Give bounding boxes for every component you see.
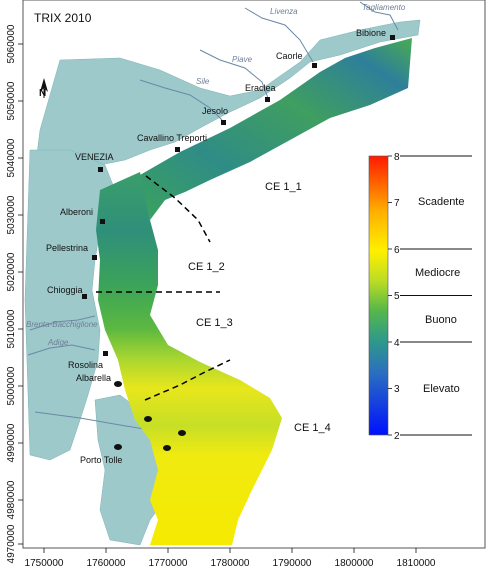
town-label-pellestrina: Pellestrina [46, 243, 88, 253]
river-label-sile: Sile [196, 77, 210, 86]
river-label-tagliamento: Tagliamento [362, 3, 406, 12]
legend-tick-4: 4 [394, 338, 400, 349]
river-brenta [29, 315, 96, 331]
town-label-bibione: Bibione [356, 28, 386, 38]
legend-tick-2: 2 [394, 431, 400, 442]
zone-label-ce1-2: CE 1_2 [188, 261, 225, 273]
town-labels: Bibione Caorle Eraclea Jesolo Cavallino … [46, 28, 386, 465]
marker-eraclea [265, 97, 270, 102]
legend-tick-5: 5 [394, 291, 400, 302]
river-tagliamento [359, 1, 399, 31]
zone-label-ce1-3: CE 1_3 [196, 317, 233, 329]
marker-chioggia [82, 294, 87, 299]
marker-albarella [114, 381, 122, 387]
y-tick-5060000: 5060000 [6, 24, 17, 63]
y-tick-4970000: 4970000 [6, 524, 17, 563]
marker-po-2 [178, 430, 186, 436]
town-label-chioggia: Chioggia [47, 285, 83, 295]
town-label-caorle: Caorle [276, 51, 303, 61]
x-axis: 1750000 1760000 1770000 1780000 1790000 … [25, 548, 436, 569]
x-tick-1750000: 1750000 [25, 558, 64, 569]
marker-caorle [312, 63, 317, 68]
legend-class-mediocre: Mediocre [415, 267, 460, 279]
boundary-3-4 [144, 359, 231, 401]
marker-rosolina [103, 351, 108, 356]
river-livenza [244, 7, 314, 63]
legend-scale-ticks [388, 155, 392, 436]
y-tick-5010000: 5010000 [6, 309, 17, 348]
zone-label-ce1-4: CE 1_4 [294, 422, 331, 434]
legend-color-bar [368, 155, 389, 436]
river-sile [139, 79, 223, 121]
band-upper [140, 38, 412, 220]
marker-bibione [390, 35, 395, 40]
x-tick-1780000: 1780000 [211, 558, 250, 569]
town-label-jesolo: Jesolo [202, 106, 228, 116]
y-tick-5000000: 5000000 [6, 366, 17, 405]
marker-pellestrina [92, 255, 97, 260]
river-adige [27, 344, 96, 356]
legend-scale-labels: 8 7 6 5 4 3 2 [394, 152, 400, 442]
map-title: TRIX 2010 [34, 11, 92, 25]
legend-tick-3: 3 [394, 384, 400, 395]
town-label-porto-tolle: Porto Tolle [80, 455, 122, 465]
land-lagoon-west [24, 149, 116, 461]
marker-venezia [98, 167, 103, 172]
boundary-1-2 [145, 175, 211, 243]
x-tick-1790000: 1790000 [273, 558, 312, 569]
monitoring-band [96, 38, 412, 545]
legend-tick-6: 6 [394, 245, 400, 256]
legend-class-elevato: Elevato [423, 383, 460, 395]
river-piave [199, 49, 269, 99]
y-tick-5040000: 5040000 [6, 138, 17, 177]
river-label-adige: Adige [47, 338, 69, 347]
legend-tick-8: 8 [394, 152, 400, 163]
town-label-rosolina: Rosolina [68, 360, 103, 370]
band-lower [96, 172, 282, 545]
town-label-alberoni: Alberoni [60, 207, 93, 217]
river-labels: Livenza Tagliamento Piave Sile Brenta-Ba… [26, 3, 406, 347]
legend-tick-7: 7 [394, 198, 400, 209]
town-markers [82, 35, 395, 451]
town-label-albarella: Albarella [76, 373, 111, 383]
north-label: N [39, 88, 46, 99]
marker-porto-tolle [114, 444, 122, 450]
legend: 8 7 6 5 4 3 2 Scadente Mediocre Buono El… [368, 152, 472, 442]
town-label-cavallino: Cavallino Treporti [137, 133, 207, 143]
marker-po-1 [144, 416, 152, 422]
x-tick-1760000: 1760000 [87, 558, 126, 569]
river-label-brenta: Brenta-Bacchiglione [26, 320, 98, 329]
y-tick-5050000: 5050000 [6, 81, 17, 120]
marker-cavallino [175, 147, 180, 152]
marker-jesolo [221, 120, 226, 125]
zone-labels: CE 1_1 CE 1_2 CE 1_3 CE 1_4 [188, 181, 331, 434]
y-tick-5020000: 5020000 [6, 252, 17, 291]
marker-alberoni [100, 219, 105, 224]
x-tick-1810000: 1810000 [397, 558, 436, 569]
town-label-eraclea: Eraclea [245, 83, 276, 93]
zone-boundaries [96, 175, 231, 401]
town-label-venezia: VENEZIA [75, 152, 114, 162]
marker-po-3 [163, 445, 171, 451]
y-axis: 5060000 5050000 5040000 5030000 5020000 … [6, 24, 23, 563]
x-tick-1770000: 1770000 [149, 558, 188, 569]
rivers [27, 1, 399, 441]
legend-class-dividers [400, 155, 472, 436]
y-tick-4980000: 4980000 [6, 480, 17, 519]
north-arrow-icon: N [39, 78, 48, 99]
x-tick-1800000: 1800000 [335, 558, 374, 569]
river-label-piave: Piave [232, 55, 253, 64]
river-label-livenza: Livenza [270, 7, 298, 16]
y-tick-5030000: 5030000 [6, 195, 17, 234]
y-tick-4990000: 4990000 [6, 423, 17, 462]
zone-label-ce1-1: CE 1_1 [265, 181, 302, 193]
legend-class-scadente: Scadente [418, 196, 464, 208]
legend-class-buono: Buono [425, 314, 457, 326]
